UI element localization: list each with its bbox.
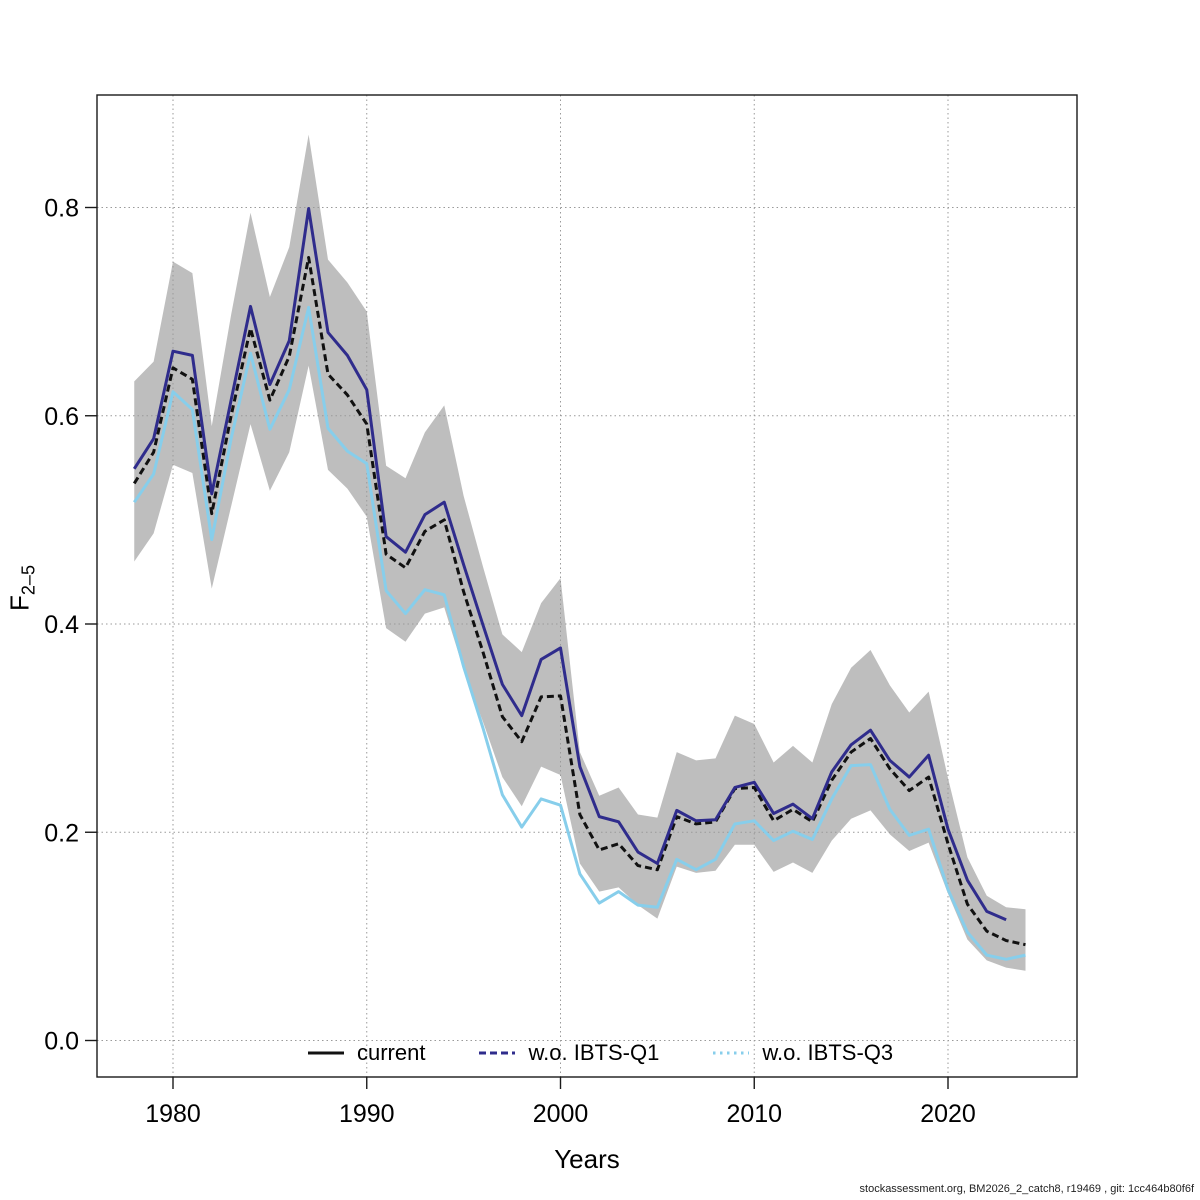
legend-line-wo-ibts-q1-icon (479, 1051, 516, 1055)
x-tick-label: 2000 (533, 1100, 589, 1128)
y-tick-label: 0.4 (44, 611, 79, 639)
x-tick-label: 2020 (920, 1100, 976, 1128)
plot-frame (96, 94, 1078, 1078)
series-wo-ibts-q3-line (133, 305, 1026, 961)
legend: current w.o. IBTS-Q1 w.o. IBTS-Q3 (306, 1040, 893, 1066)
x-axis-title: Years (554, 1144, 620, 1174)
confidence-band (134, 134, 1026, 971)
y-tick-label: 0.2 (44, 819, 79, 847)
legend-label-wo-ibts-q3: w.o. IBTS-Q3 (762, 1040, 894, 1065)
legend-item-wo-ibts-q1: w.o. IBTS-Q1 (477, 1040, 659, 1066)
x-tick-label: 1990 (339, 1100, 395, 1128)
y-axis-title-main: F (4, 595, 35, 611)
source-caption: stockassessment.org, BM2026_2_catch8, r1… (859, 1183, 1194, 1195)
y-axis-title: F2–5 (4, 565, 39, 611)
legend-item-current: current (306, 1040, 425, 1066)
y-tick-label: 0.0 (44, 1028, 79, 1056)
legend-line-current-icon (308, 1051, 344, 1055)
legend-label-wo-ibts-q1: w.o. IBTS-Q1 (528, 1040, 660, 1065)
y-tick-label: 0.8 (44, 195, 79, 223)
series-current-line (132, 255, 1026, 947)
y-tick-label: 0.6 (44, 403, 79, 431)
series-wo-ibts-q1-line (132, 207, 1007, 922)
legend-item-wo-ibts-q3: w.o. IBTS-Q3 (711, 1040, 893, 1066)
x-tick-label: 1980 (145, 1100, 201, 1128)
legend-label-current: current (357, 1040, 426, 1065)
legend-line-wo-ibts-q3-icon (713, 1051, 750, 1055)
y-axis-title-subscript: 2–5 (18, 565, 39, 596)
x-tick-label: 2010 (726, 1100, 782, 1128)
